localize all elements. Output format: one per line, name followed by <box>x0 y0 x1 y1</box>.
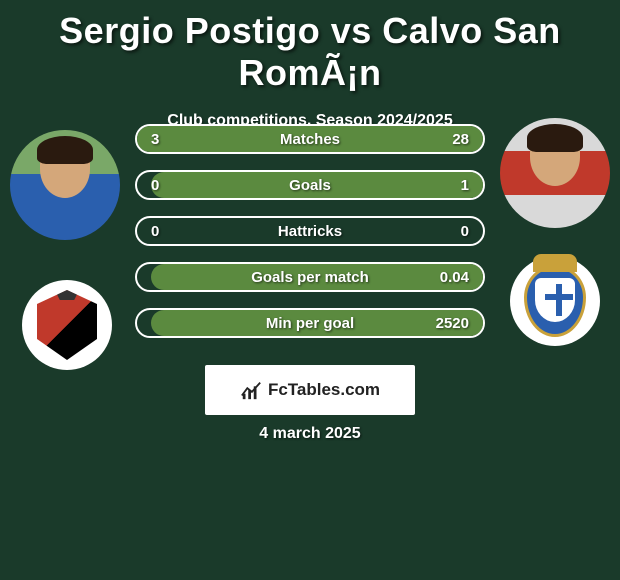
date-label: 4 march 2025 <box>259 425 360 443</box>
chart-icon <box>240 379 262 401</box>
page-title: Sergio Postigo vs Calvo San RomÃ¡n <box>0 0 620 94</box>
stat-row: 0 Hattricks 0 <box>135 216 485 246</box>
stat-label: Goals <box>289 177 331 194</box>
stat-label: Goals per match <box>251 269 369 286</box>
stat-right-value: 0.04 <box>440 269 469 286</box>
stat-left-value: 0 <box>151 177 159 194</box>
stat-label: Matches <box>280 131 340 148</box>
stat-left-value: 0 <box>151 223 159 240</box>
stat-row: 0 Goals 1 <box>135 170 485 200</box>
stat-right-value: 28 <box>452 131 469 148</box>
stat-right-value: 1 <box>461 177 469 194</box>
stat-left-value: 3 <box>151 131 159 148</box>
stat-right-value: 0 <box>461 223 469 240</box>
stat-right-value: 2520 <box>436 315 469 332</box>
club-right-crest <box>510 256 600 346</box>
site-badge: FcTables.com <box>205 365 415 415</box>
stats-table: 3 Matches 28 0 Goals 1 0 Hattricks 0 Goals per ma… <box>135 124 485 354</box>
site-label: FcTables.com <box>268 380 380 400</box>
stat-row: 3 Matches 28 <box>135 124 485 154</box>
stat-label: Hattricks <box>278 223 342 240</box>
player-left-avatar <box>10 130 120 240</box>
player-right-avatar <box>500 118 610 228</box>
club-left-crest <box>22 280 112 370</box>
stat-row: Goals per match 0.04 <box>135 262 485 292</box>
stat-label: Min per goal <box>266 315 354 332</box>
stat-row: Min per goal 2520 <box>135 308 485 338</box>
